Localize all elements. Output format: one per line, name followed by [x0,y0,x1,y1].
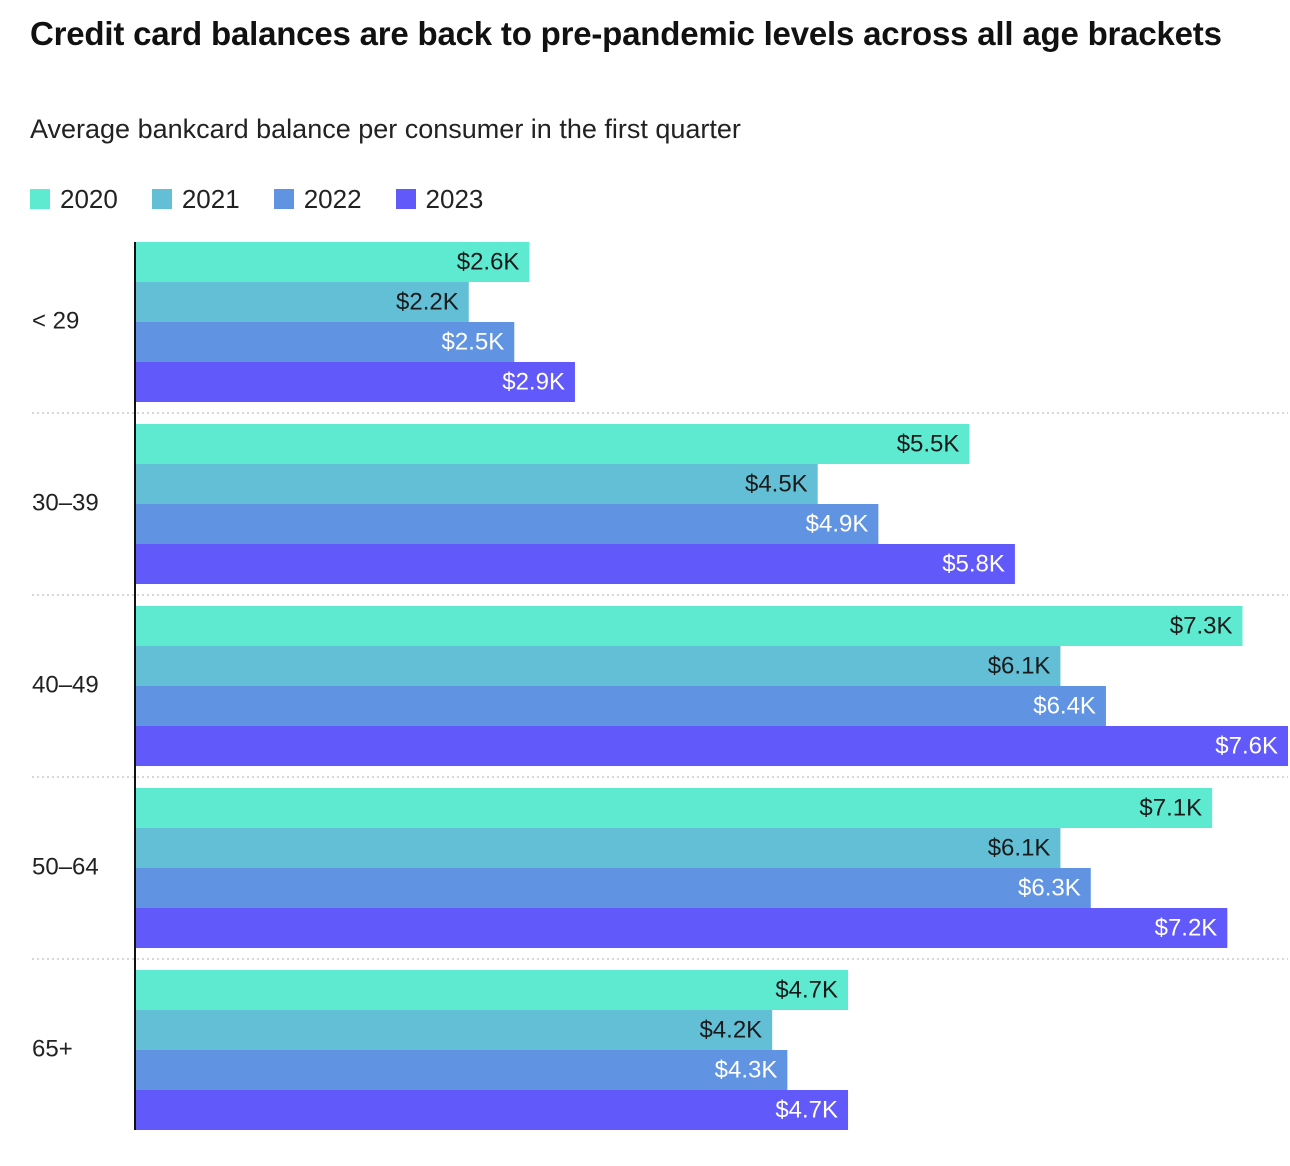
legend-item-2022: 2022 [273,183,362,215]
bar-40-49-2022 [135,686,1106,726]
bar-value-label: $6.4K [1033,692,1096,719]
bar-value-label: $7.2K [1155,914,1218,941]
bar-40-49-2020 [135,606,1243,646]
bar-value-label: $6.1K [988,652,1051,679]
legend-label-2022: 2022 [303,183,362,214]
bar-65-2023 [135,1090,849,1130]
bar-value-label: $4.2K [699,1016,762,1043]
bar-50-64-2021 [135,828,1061,868]
bar-value-label: $2.5K [442,328,505,355]
bar-50-64-2023 [135,908,1228,948]
legend-label-2023: 2023 [425,183,484,214]
legend-swatch-2022 [273,189,294,209]
bar-value-label: $7.6K [1215,732,1278,759]
bar-40-49-2023 [135,726,1288,766]
bar-value-label: $5.5K [897,430,960,457]
bar-29-2020 [135,242,530,282]
bar-40-49-2021 [135,646,1061,686]
chart-subtitle: Average bankcard balance per consumer in… [30,114,741,144]
bar-50-64-2022 [135,868,1091,908]
bar-value-label: $7.1K [1139,794,1202,821]
category-label-29: < 29 [32,307,79,334]
category-label-40-49: 40–49 [32,671,99,698]
bar-65-2022 [135,1050,788,1090]
category-label-30-39: 30–39 [32,489,99,516]
bar-value-label: $2.6K [457,248,520,275]
bar-29-2021 [135,282,469,322]
bar-29-2022 [135,322,515,362]
bar-value-label: $4.7K [775,1096,838,1123]
legend-item-2021: 2021 [151,183,240,215]
bar-50-64-2020 [135,788,1213,828]
legend-swatch-2021 [151,189,172,209]
legend-label-2021: 2021 [181,183,240,214]
bar-value-label: $5.8K [942,550,1005,577]
chart-legend: 2020 2021 2022 2023 [30,182,517,216]
chart-title: Credit card balances are back to pre-pan… [30,15,1222,52]
bar-value-label: $2.2K [396,288,459,315]
bar-value-label: $4.3K [715,1056,778,1083]
bar-29-2023 [135,362,575,402]
legend-swatch-2020 [30,189,50,209]
category-label-65: 65+ [32,1035,73,1062]
bar-30-39-2022 [135,504,879,544]
bar-30-39-2020 [135,424,970,464]
bar-value-label: $4.5K [745,470,808,497]
bar-65-2021 [135,1010,773,1050]
legend-label-2020: 2020 [60,183,118,214]
bar-value-label: $7.3K [1170,612,1233,639]
bar-30-39-2021 [135,464,818,504]
bar-value-label: $6.1K [988,834,1051,861]
bar-value-label: $6.3K [1018,874,1081,901]
bar-value-label: $4.7K [775,976,838,1003]
legend-item-2023: 2023 [395,183,484,215]
bar-value-label: $2.9K [502,368,565,395]
bar-value-label: $4.9K [806,510,869,537]
bar-30-39-2023 [135,544,1015,584]
legend-swatch-2023 [395,189,416,209]
legend-item-2020: 2020 [30,184,118,215]
bar-65-2020 [135,970,849,1010]
category-label-50-64: 50–64 [32,853,99,880]
